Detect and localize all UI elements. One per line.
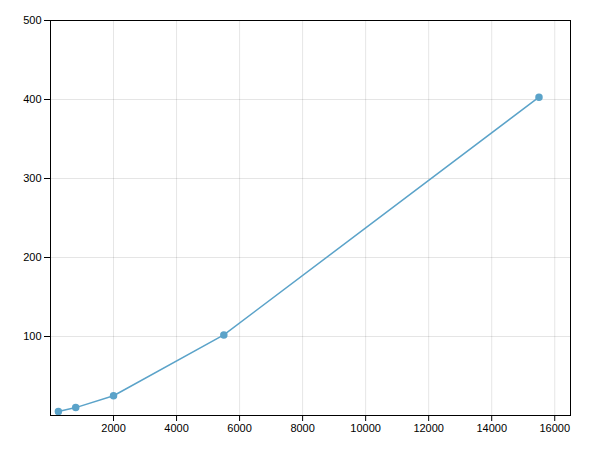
svg-text:12000: 12000: [413, 422, 444, 434]
svg-text:200: 200: [23, 251, 41, 263]
svg-text:10000: 10000: [350, 422, 381, 434]
svg-text:16000: 16000: [539, 422, 570, 434]
svg-text:8000: 8000: [290, 422, 314, 434]
svg-text:300: 300: [23, 172, 41, 184]
svg-text:2000: 2000: [101, 422, 125, 434]
svg-text:100: 100: [23, 330, 41, 342]
svg-text:400: 400: [23, 93, 41, 105]
svg-text:4000: 4000: [164, 422, 188, 434]
svg-text:14000: 14000: [476, 422, 507, 434]
svg-text:500: 500: [23, 14, 41, 26]
svg-text:6000: 6000: [227, 422, 251, 434]
